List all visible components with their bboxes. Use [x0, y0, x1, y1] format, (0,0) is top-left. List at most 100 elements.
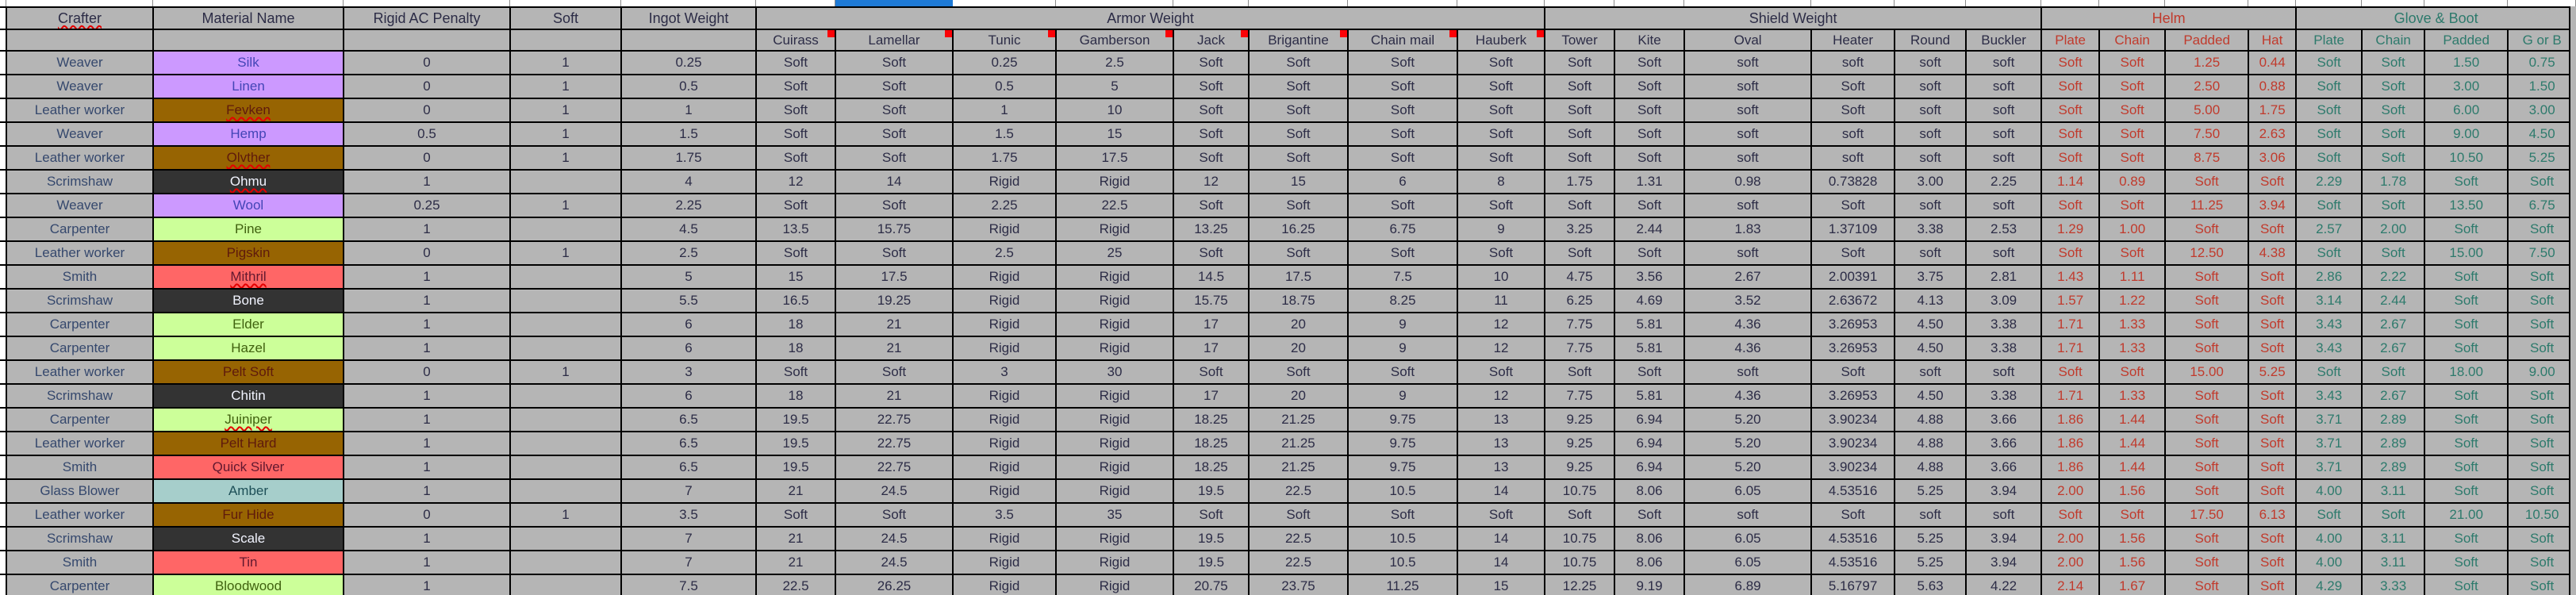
cell-jack[interactable]: 12: [1173, 169, 1250, 194]
cell-kite[interactable]: Soft: [1614, 98, 1686, 123]
cell-tower[interactable]: Soft: [1544, 121, 1616, 147]
cell-ingot-weight[interactable]: 1: [620, 98, 757, 123]
cell-glove-chain[interactable]: 2.00: [2361, 217, 2426, 242]
cell-brigantine[interactable]: Soft: [1248, 50, 1349, 75]
cell-glove-plate[interactable]: Soft: [2295, 145, 2363, 171]
cell-gamberson[interactable]: Rigid: [1055, 264, 1174, 290]
cell-tunic[interactable]: 1.5: [952, 121, 1057, 147]
cell-helm-plate[interactable]: 2.00: [2040, 550, 2101, 575]
cell-gamberson[interactable]: Rigid: [1055, 169, 1174, 194]
col-header-chain-mail[interactable]: Chain mail: [1347, 29, 1458, 52]
cell-glove-plate[interactable]: Soft: [2295, 121, 2363, 147]
col-header-round[interactable]: Round: [1894, 29, 1968, 52]
cell-helm-padded[interactable]: Soft: [2164, 407, 2250, 432]
cell-tunic[interactable]: 3.5: [952, 502, 1057, 528]
cell-kite[interactable]: 8.06: [1614, 478, 1686, 504]
cell-kite[interactable]: 5.81: [1614, 383, 1686, 409]
cell-g-or-b[interactable]: 7.50: [2507, 240, 2576, 266]
cell-rigid-ac-penalty[interactable]: 1: [343, 431, 511, 456]
cell-lamellar[interactable]: Soft: [835, 50, 954, 75]
cell-kite[interactable]: Soft: [1614, 502, 1686, 528]
cell-oval[interactable]: 5.20: [1683, 407, 1813, 432]
cell-heater[interactable]: soft: [1810, 121, 1896, 147]
cell-glove-padded[interactable]: 13.50: [2424, 193, 2509, 218]
cell-jack[interactable]: Soft: [1173, 74, 1250, 99]
cell-ingot-weight[interactable]: 6.5: [620, 431, 757, 456]
cell-jack[interactable]: Soft: [1173, 193, 1250, 218]
cell-chain-mail[interactable]: 9.75: [1347, 407, 1458, 432]
cell-lamellar[interactable]: Soft: [835, 240, 954, 266]
cell-glove-padded[interactable]: 15.00: [2424, 240, 2509, 266]
cell-hauberk[interactable]: Soft: [1456, 121, 1546, 147]
cell-buckler[interactable]: 3.38: [1965, 312, 2043, 337]
cell-soft[interactable]: [509, 288, 622, 313]
cell-glove-chain[interactable]: 1.78: [2361, 169, 2426, 194]
cell-heater[interactable]: 0.73828: [1810, 169, 1896, 194]
cell-glove-chain[interactable]: 2.67: [2361, 383, 2426, 409]
cell-lamellar[interactable]: 22.75: [835, 407, 954, 432]
cell-helm-chain[interactable]: 1.11: [2098, 264, 2167, 290]
cell-hauberk[interactable]: 10: [1456, 264, 1546, 290]
cell-glove-plate[interactable]: Soft: [2295, 193, 2363, 218]
cell-g-or-b[interactable]: Soft: [2507, 264, 2576, 290]
cell-cuirass[interactable]: Soft: [755, 145, 836, 171]
cell-helm-padded[interactable]: 2.50: [2164, 74, 2250, 99]
cell-helm-plate[interactable]: Soft: [2040, 121, 2101, 147]
cell-tower[interactable]: 7.75: [1544, 312, 1616, 337]
cell-tunic[interactable]: Rigid: [952, 336, 1057, 361]
cell-helm-plate[interactable]: 1.86: [2040, 407, 2101, 432]
cell-helm-hat[interactable]: Soft: [2248, 574, 2298, 595]
cell-round[interactable]: 4.13: [1894, 288, 1968, 313]
cell-tunic[interactable]: 0.5: [952, 74, 1057, 99]
col-header-tower[interactable]: Tower: [1544, 29, 1616, 52]
cell-helm-plate[interactable]: 1.86: [2040, 431, 2101, 456]
cell-material[interactable]: Quick Silver: [152, 455, 344, 480]
cell-ingot-weight[interactable]: 2.5: [620, 240, 757, 266]
cell-g-or-b[interactable]: Soft: [2507, 455, 2576, 480]
cell-chain-mail[interactable]: Soft: [1347, 121, 1458, 147]
cell-oval[interactable]: 4.36: [1683, 383, 1813, 409]
cell-helm-padded[interactable]: 12.50: [2164, 240, 2250, 266]
cell-soft[interactable]: [509, 217, 622, 242]
cell-soft[interactable]: 1: [509, 50, 622, 75]
cell-gamberson[interactable]: Rigid: [1055, 526, 1174, 551]
cell-lamellar[interactable]: 22.75: [835, 455, 954, 480]
cell-glove-padded[interactable]: Soft: [2424, 312, 2509, 337]
cell-tunic[interactable]: Rigid: [952, 431, 1057, 456]
cell-helm-hat[interactable]: 1.75: [2248, 98, 2298, 123]
cell-buckler[interactable]: 2.53: [1965, 217, 2043, 242]
cell-helm-plate[interactable]: Soft: [2040, 193, 2101, 218]
cell-material[interactable]: Bone: [152, 288, 344, 313]
cell-glove-padded[interactable]: Soft: [2424, 264, 2509, 290]
cell-glove-plate[interactable]: 3.71: [2295, 431, 2363, 456]
cell-chain-mail[interactable]: Soft: [1347, 74, 1458, 99]
cell-helm-chain[interactable]: Soft: [2098, 50, 2167, 75]
cell-brigantine[interactable]: 21.25: [1248, 407, 1349, 432]
cell-soft[interactable]: 1: [509, 121, 622, 147]
cell-helm-chain[interactable]: 1.33: [2098, 312, 2167, 337]
cell-brigantine[interactable]: 21.25: [1248, 455, 1349, 480]
cell-cuirass[interactable]: 18: [755, 312, 836, 337]
cell-material[interactable]: Pelt Soft: [152, 359, 344, 385]
cell-glove-plate[interactable]: 3.43: [2295, 383, 2363, 409]
cell-g-or-b[interactable]: Soft: [2507, 431, 2576, 456]
cell-crafter[interactable]: Smith: [6, 264, 154, 290]
cell-tower[interactable]: Soft: [1544, 50, 1616, 75]
cell-gamberson[interactable]: 10: [1055, 98, 1174, 123]
cell-kite[interactable]: 6.94: [1614, 407, 1686, 432]
cell-jack[interactable]: 19.5: [1173, 550, 1250, 575]
cell-helm-hat[interactable]: Soft: [2248, 264, 2298, 290]
cell-kite[interactable]: 6.94: [1614, 431, 1686, 456]
cell-chain-mail[interactable]: 7.5: [1347, 264, 1458, 290]
cell-helm-chain[interactable]: 1.56: [2098, 526, 2167, 551]
cell-brigantine[interactable]: Soft: [1248, 74, 1349, 99]
cell-round[interactable]: 4.88: [1894, 431, 1968, 456]
cell-tower[interactable]: 10.75: [1544, 526, 1616, 551]
cell-cuirass[interactable]: 16.5: [755, 288, 836, 313]
cell-glove-chain[interactable]: Soft: [2361, 145, 2426, 171]
col-header-kite[interactable]: Kite: [1614, 29, 1686, 52]
cell-glove-plate[interactable]: Soft: [2295, 502, 2363, 528]
cell-brigantine[interactable]: 22.5: [1248, 478, 1349, 504]
cell-buckler[interactable]: soft: [1965, 50, 2043, 75]
cell-hauberk[interactable]: 14: [1456, 526, 1546, 551]
